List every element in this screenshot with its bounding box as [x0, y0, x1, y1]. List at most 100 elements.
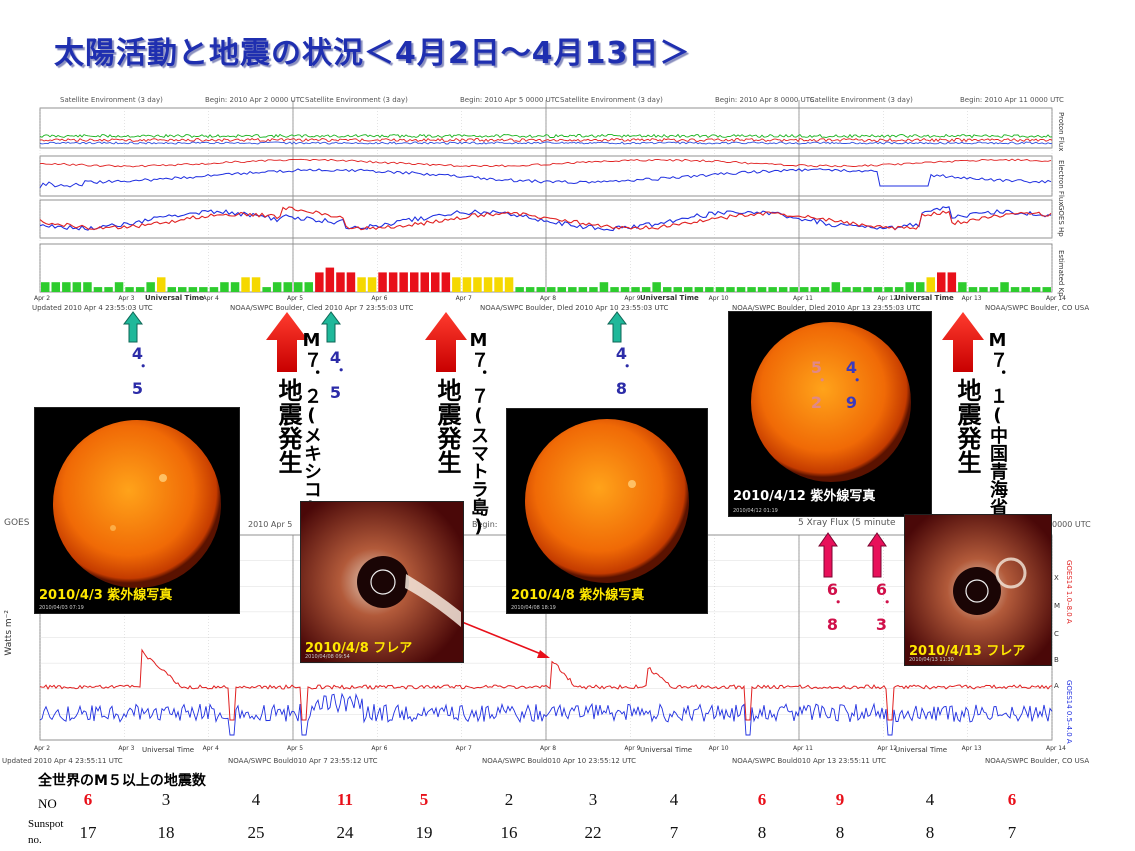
kp-bar	[663, 287, 672, 292]
earthquake-count-cell: 4	[669, 790, 679, 809]
day-tick-label: Apr 10	[709, 745, 729, 752]
event-quake-2: 地震発生	[433, 378, 461, 474]
kp-bar	[230, 282, 240, 292]
earthquake-count-cell: 2	[504, 790, 514, 809]
pink-value-1: 6．8	[823, 580, 842, 634]
kp-bar	[83, 282, 92, 292]
kp-bar	[715, 287, 725, 292]
kp-bar	[525, 287, 535, 292]
earthquake-count-row: 6 3 4 11 5 2 3 4 6 9 4 6	[0, 790, 1135, 812]
bottom-axis-label-2: Universal Time	[640, 746, 693, 754]
top-axis-label-1: Universal Time	[145, 294, 204, 302]
photo-timestamp: 2010/04/03 07:19	[39, 605, 84, 611]
top-header-1-right: Begin: 2010 Apr 2 0000 UTC	[205, 96, 305, 104]
day-tick-label: Apr 14	[1046, 295, 1066, 302]
kp-bar	[72, 282, 82, 292]
electron-series-blue	[39, 168, 1052, 189]
day-tick-label: Apr 2	[34, 745, 50, 752]
kp-bar	[947, 272, 957, 292]
top-header-2-left: Satellite Environment (3 day)	[305, 96, 408, 104]
day-tick-label: Apr 11	[793, 745, 813, 752]
bottom-updated-1: Updated 2010 Apr 4 23:55:11 UTC	[2, 757, 123, 765]
bottom-header-goes: GOES	[4, 518, 30, 528]
top-header-2-right: Begin: 2010 Apr 5 0000 UTC	[460, 96, 560, 104]
top-axis-label-3: Universal Time	[895, 294, 954, 302]
earthquake-count-cell: 4	[251, 790, 261, 809]
kp-bar	[684, 287, 693, 292]
page-title: 太陽活動と地震の状況＜4月2日～4月13日＞	[54, 36, 691, 71]
sunspot-count-cell: 8	[757, 823, 767, 842]
kp-bar	[283, 282, 292, 292]
bottom-updated-2: NOAA/SWPC Bould010 Apr 7 23:55:12 UTC	[228, 757, 378, 765]
day-tick-label: Apr 12	[877, 745, 897, 752]
photo-caption: 2010/4/8 フレア	[305, 641, 413, 656]
kp-bar	[578, 287, 588, 292]
green-value-4: 5．2	[807, 358, 826, 412]
red-arrow-1	[266, 312, 308, 372]
kp-bar	[462, 277, 472, 292]
proton-series-blue	[39, 141, 1053, 145]
day-tick-label: Apr 8	[540, 295, 556, 302]
bottom-header-utc: 0000 UTC	[1052, 520, 1091, 529]
electron-series-red	[39, 158, 1052, 168]
day-tick-label: Apr 8	[540, 745, 556, 752]
kp-bar	[726, 287, 735, 292]
row-label-sunspot: Sunspot	[28, 818, 64, 830]
sunspot-count-cell: 22	[584, 823, 602, 842]
kp-bar	[325, 267, 335, 292]
day-tick-label: Apr 12	[877, 295, 897, 302]
kp-bar	[357, 277, 366, 292]
kp-bar	[905, 282, 914, 292]
kp-bar	[62, 282, 71, 292]
photo-caption: 2010/4/12 紫外線写真	[733, 489, 876, 504]
green-value-3: 4．8	[612, 344, 631, 398]
kp-bar	[167, 287, 176, 292]
kp-bar	[178, 287, 187, 292]
sun-photo-apr12: 5．2 4．9 2010/4/12 紫外線写真 2010/04/12 01:19	[728, 311, 932, 517]
kp-bar	[842, 287, 851, 292]
electron-flux-label: Electron Flux	[1057, 160, 1065, 206]
kp-bar	[483, 277, 493, 292]
kp-bar	[694, 287, 704, 292]
kp-bar	[1042, 287, 1051, 292]
top-header-3-left: Satellite Environment (3 day)	[560, 96, 663, 104]
top-header-3-right: Begin: 2010 Apr 8 0000 UTC	[715, 96, 815, 104]
kp-bar	[557, 287, 566, 292]
proton-series-red	[39, 137, 1053, 143]
kp-bar	[1000, 282, 1009, 292]
kp-bar	[789, 287, 798, 292]
bottom-axis-label-3: Universal Time	[895, 746, 948, 754]
class-m: M	[1054, 602, 1061, 610]
kp-bar	[821, 287, 830, 292]
sunspot-count-cell: 7	[669, 823, 679, 842]
red-arrow-2	[425, 312, 467, 372]
kp-bar	[199, 287, 208, 292]
kp-bar	[188, 287, 198, 292]
flare-photo-apr8: 2010/4/8 フレア 2010/04/08 09:54	[300, 501, 464, 663]
kp-bar	[157, 277, 166, 292]
top-axis-label-2: Universal Time	[640, 294, 699, 302]
earthquake-count-cell: 9	[835, 790, 845, 809]
bottom-header-xray: 5 Xray Flux (5 minute	[798, 518, 896, 528]
kp-bar	[589, 287, 598, 292]
earthquake-count-cell: 4	[925, 790, 935, 809]
kp-bar	[768, 287, 777, 292]
earthquake-count-cell: 3	[161, 790, 171, 809]
sunspot-count-cell: 17	[79, 823, 97, 842]
kp-bar	[831, 282, 841, 292]
day-tick-label: Apr 6	[371, 745, 387, 752]
hp-series-red	[39, 206, 1052, 231]
kp-bar	[494, 277, 503, 292]
proton-flux-label: Proton Flux	[1057, 112, 1065, 152]
event-mag-2: M７．７(スマトラ島)	[468, 330, 489, 537]
kp-bar	[757, 287, 767, 292]
photo-caption: 2010/4/3 紫外線写真	[39, 588, 173, 603]
green-arrow-2	[321, 311, 341, 343]
day-tick-label: Apr 9	[624, 295, 640, 302]
kp-bar	[209, 287, 219, 292]
kp-bar	[852, 287, 862, 292]
kp-bar	[146, 282, 155, 292]
class-b: B	[1054, 656, 1059, 664]
kp-bar	[336, 272, 345, 292]
xray-short-series	[39, 692, 1053, 736]
